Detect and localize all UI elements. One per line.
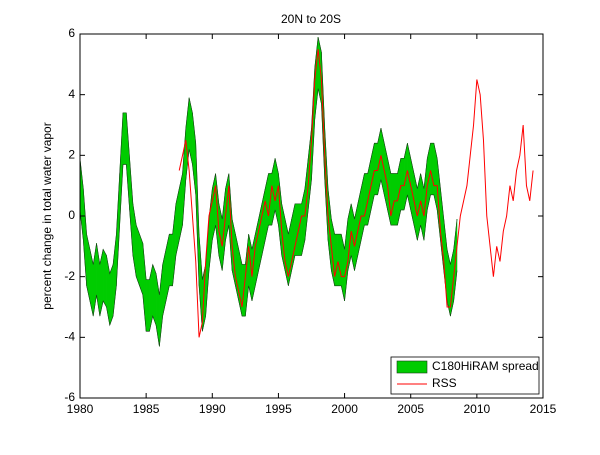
spread-band <box>175 188 180 256</box>
spread-band <box>212 173 216 241</box>
chart-title: 20N to 20S <box>281 12 341 26</box>
spread-band <box>341 234 345 301</box>
spread-band <box>400 158 405 211</box>
spread-band <box>112 234 117 317</box>
spread-band <box>122 112 127 165</box>
spread-band <box>172 203 177 286</box>
x-tick-label: 1985 <box>133 402 160 416</box>
legend-label: C180HiRAM spread <box>432 359 539 373</box>
spread-band <box>139 234 144 295</box>
line <box>178 49 534 338</box>
x-tick-label: 1990 <box>199 402 226 416</box>
spread-band <box>99 249 104 317</box>
spread-band <box>390 173 395 226</box>
spread-band <box>142 243 147 332</box>
spread-band <box>433 143 438 210</box>
y-axis-label: percent change in total water vapor <box>40 122 54 309</box>
spread-band <box>89 249 94 317</box>
spread-band <box>165 234 170 301</box>
spread-band <box>364 173 368 226</box>
spread-band <box>344 219 349 301</box>
spread-band <box>129 158 134 256</box>
y-tick-label: 0 <box>68 208 75 222</box>
spread-band <box>294 203 299 256</box>
spread-band <box>109 264 114 326</box>
spread-band <box>162 249 167 317</box>
spread-band <box>258 203 263 271</box>
spread-band <box>261 188 266 256</box>
spread-band <box>178 173 183 241</box>
spread-edge <box>80 36 458 295</box>
spread-band <box>83 188 87 286</box>
plot-frame <box>79 33 544 399</box>
spread-band <box>152 264 157 326</box>
spread-band <box>430 142 435 196</box>
spread-band <box>149 264 154 332</box>
y-tick-label: 6 <box>68 26 75 40</box>
x-tick-label: 2010 <box>464 402 491 416</box>
spread-band <box>159 264 163 347</box>
spread-band <box>360 173 365 241</box>
spread-band <box>374 142 378 196</box>
x-tick-label: 1980 <box>67 402 94 416</box>
spread-band <box>198 234 203 332</box>
spread-band <box>188 97 193 165</box>
spread-band <box>301 188 306 256</box>
spread-edge <box>80 88 458 347</box>
y-tick-label: -6 <box>64 390 75 404</box>
y-tick-label: -4 <box>64 330 75 344</box>
spread-band <box>86 234 91 301</box>
spread-band <box>135 225 140 286</box>
y-tick-label: 2 <box>68 148 75 162</box>
spread-band <box>102 249 107 308</box>
x-tick-label: 1995 <box>265 402 292 416</box>
x-tick-label: 2000 <box>331 402 358 416</box>
plot-area <box>80 36 534 347</box>
legend-label: RSS <box>432 376 457 390</box>
spread-band <box>255 218 259 286</box>
x-tick-label: 2005 <box>397 402 424 416</box>
spread-band <box>126 112 130 210</box>
y-tick-label: 4 <box>68 87 75 101</box>
x-tick-label: 2015 <box>530 402 557 416</box>
spread-band <box>192 112 196 195</box>
spread-band <box>446 249 451 317</box>
y-tick-label: -2 <box>64 269 75 283</box>
spread-band <box>145 279 150 332</box>
legend-swatch <box>396 360 428 374</box>
spread-band <box>334 233 339 287</box>
spread-band <box>393 173 398 226</box>
spread-band <box>169 233 173 287</box>
spread-band <box>337 233 342 287</box>
